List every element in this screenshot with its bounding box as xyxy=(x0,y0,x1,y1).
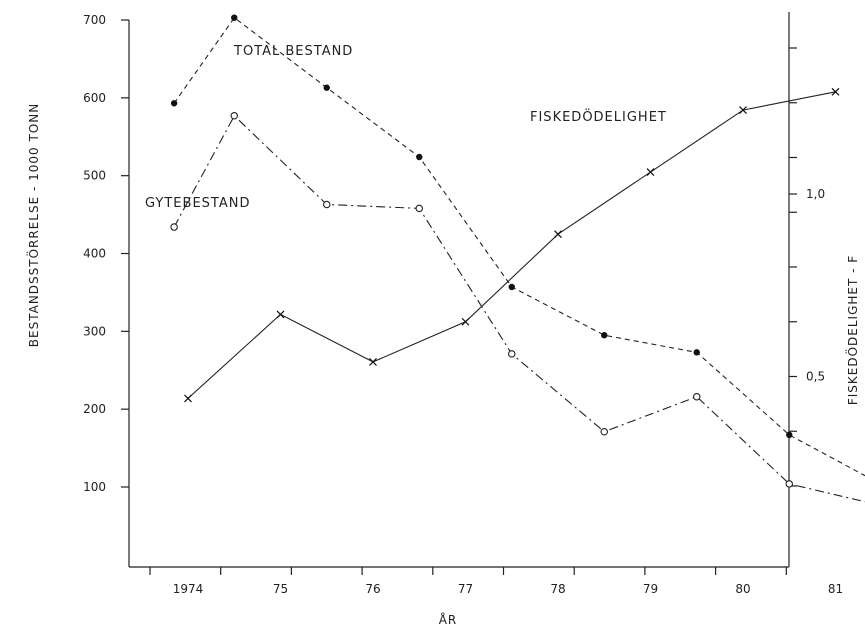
y2-tick-label: 0,5 xyxy=(806,370,825,384)
x-axis-ticks: 1974 75 76 77 78 79 80 81 xyxy=(149,567,843,596)
left-axis-ticks: 100 200 300 400 500 600 700 xyxy=(83,13,129,494)
data-point xyxy=(230,112,239,120)
data-point xyxy=(170,223,178,231)
data-point xyxy=(831,87,840,96)
data-point xyxy=(416,153,423,161)
x-tick-label: 78 xyxy=(550,582,565,596)
data-point xyxy=(692,392,701,401)
x-tick-label: 79 xyxy=(643,582,658,596)
y-tick-label: 600 xyxy=(83,91,106,105)
data-point xyxy=(739,106,747,114)
data-point xyxy=(785,480,793,488)
data-point xyxy=(170,100,178,107)
data-point xyxy=(508,283,515,291)
data-point xyxy=(323,84,330,91)
x-tick-label: 76 xyxy=(365,582,380,596)
x-tick-label: 80 xyxy=(735,582,750,596)
y-tick-label: 200 xyxy=(83,402,106,416)
y-tick-label: 100 xyxy=(83,480,106,494)
x-tick-label: 81 xyxy=(828,582,843,596)
data-point xyxy=(601,332,608,339)
y-axis-title: BESTANDSSTÖRRELSE - 1000 TONN xyxy=(25,103,41,347)
y2-axis-title: FISKEDÖDELIGHET - F xyxy=(844,255,860,405)
y-tick-label: 700 xyxy=(83,13,106,27)
data-point xyxy=(231,14,238,21)
series-label-total-bestand: TOTAL BESTAND xyxy=(233,44,353,59)
data-point xyxy=(507,350,516,358)
data-point xyxy=(600,427,608,436)
data-point xyxy=(184,394,192,403)
data-point xyxy=(693,349,700,356)
x-axis-title: ÅR xyxy=(439,612,458,627)
y-tick-label: 300 xyxy=(83,324,106,338)
data-point xyxy=(369,357,377,366)
data-point xyxy=(786,431,793,439)
x-tick-label: 77 xyxy=(458,582,473,596)
y-tick-label: 400 xyxy=(83,247,106,261)
data-point xyxy=(415,204,423,213)
series-label-gytebestand: GYTEBESTAND xyxy=(145,196,250,211)
series-line-1 xyxy=(173,114,865,503)
series-layer xyxy=(170,14,865,503)
data-point xyxy=(461,317,470,326)
y-tick-label: 500 xyxy=(83,169,106,183)
data-point xyxy=(554,230,562,239)
x-tick-label: 75 xyxy=(273,582,288,596)
data-point xyxy=(276,310,285,319)
series-line-0 xyxy=(173,16,865,477)
y2-tick-label: 1,0 xyxy=(806,187,825,201)
right-axis-ticks: 0,5 1,0 xyxy=(789,47,825,487)
data-point xyxy=(646,168,655,177)
series-line-2 xyxy=(187,91,836,399)
x-tick-label: 1974 xyxy=(173,582,204,596)
data-point xyxy=(322,200,331,209)
series-label-fiskedodelighet: FISKEDÖDELIGHET xyxy=(530,108,667,125)
